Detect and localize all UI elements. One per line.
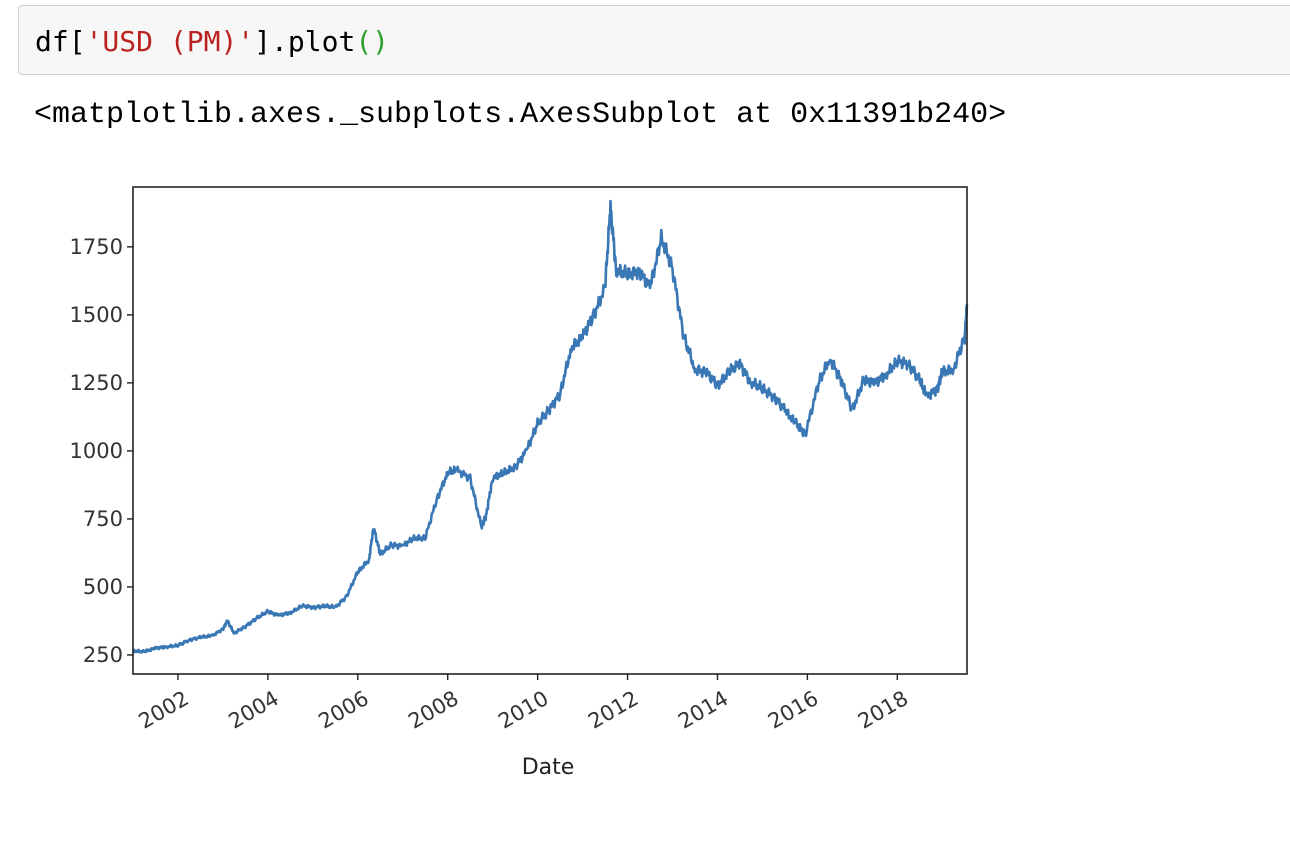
plot-output: 250 500 750 1000 1250 1500 1750 2002 2004 2006 200…: [0, 150, 1100, 800]
x-tick-label: 2012: [584, 686, 642, 734]
code-input-cell[interactable]: df['USD (PM)'].plot(): [18, 5, 1290, 75]
code-parens: (): [355, 25, 390, 58]
y-tick-label: 750: [83, 507, 123, 531]
line-chart: 250 500 750 1000 1250 1500 1750 2002 2004 2006 200…: [70, 186, 969, 780]
output-repr: <matplotlib.axes._subplots.AxesSubplot a…: [34, 98, 1007, 132]
y-tick-label: 1750: [70, 235, 123, 259]
code-string-literal: 'USD (PM)': [85, 25, 255, 58]
x-tick-label: 2006: [314, 686, 372, 734]
x-tick-label: 2018: [854, 686, 912, 734]
x-tick-label: 2016: [764, 686, 822, 734]
x-tick-label: 2004: [224, 686, 282, 734]
y-tick-label: 1500: [70, 303, 123, 327]
x-tick-label: 2014: [674, 686, 732, 734]
y-tick-label: 1250: [70, 371, 123, 395]
x-tick-label: 2002: [135, 686, 193, 734]
x-axis-title: Date: [522, 755, 575, 780]
code-prefix: df[: [35, 25, 86, 58]
x-tick-label: 2010: [494, 686, 552, 734]
y-tick-label: 500: [83, 575, 123, 599]
code-line[interactable]: df['USD (PM)'].plot(): [35, 25, 389, 59]
y-tick-label: 1000: [70, 439, 123, 463]
series-line-0: [132, 199, 969, 654]
plot-frame: [132, 186, 968, 675]
code-method: ].plot: [254, 25, 356, 58]
y-tick-label: 250: [83, 643, 123, 667]
x-tick-label: 2008: [404, 686, 462, 734]
